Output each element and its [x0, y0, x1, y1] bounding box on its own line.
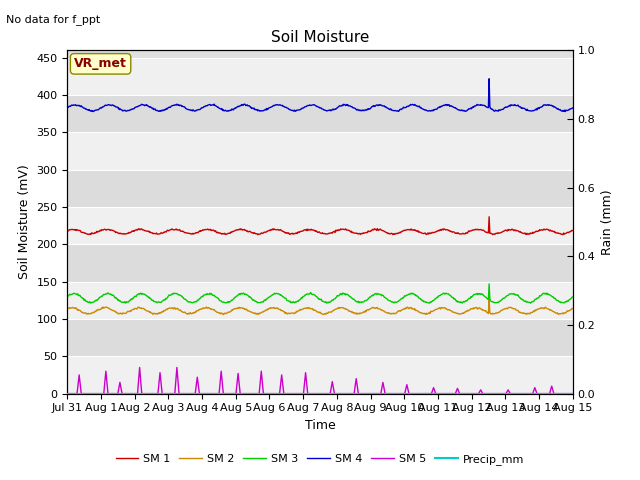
Line: SM 1: SM 1 — [67, 217, 573, 235]
X-axis label: Time: Time — [305, 419, 335, 432]
SM 3 — [63, 294, 71, 300]
Precip_mm — [569, 391, 577, 396]
SM 1 — [203, 227, 211, 233]
Line: SM 5: SM 5 — [67, 368, 573, 394]
SM 2 — [203, 304, 211, 310]
SM 4 — [125, 108, 132, 113]
Text: No data for f_ppt: No data for f_ppt — [6, 14, 100, 25]
SM 4 — [203, 103, 211, 108]
SM 5 — [569, 391, 577, 396]
Precip_mm — [63, 391, 71, 396]
SM 4 — [72, 103, 80, 108]
Bar — [67, 244, 573, 282]
SM 4 — [485, 76, 493, 82]
SM 1 — [397, 230, 404, 236]
Bar — [67, 132, 573, 170]
SM 5 — [204, 391, 211, 396]
Precip_mm — [72, 391, 80, 396]
SM 3 — [485, 281, 493, 287]
SM 1 — [254, 232, 262, 238]
SM 1 — [125, 230, 132, 236]
SM 2 — [569, 306, 577, 312]
Line: SM 4: SM 4 — [67, 79, 573, 111]
SM 5 — [63, 391, 71, 396]
Precip_mm — [203, 391, 211, 396]
SM 3 — [426, 300, 433, 306]
SM 1 — [63, 228, 71, 233]
SM 3 — [396, 298, 404, 303]
Line: SM 3: SM 3 — [67, 284, 573, 303]
SM 1 — [382, 229, 390, 235]
SM 2 — [176, 307, 184, 313]
Legend: SM 1, SM 2, SM 3, SM 4, SM 5, Precip_mm: SM 1, SM 2, SM 3, SM 4, SM 5, Precip_mm — [111, 450, 529, 469]
Bar — [67, 207, 573, 244]
Precip_mm — [381, 391, 389, 396]
Bar — [67, 58, 573, 95]
Bar — [67, 319, 573, 356]
SM 4 — [569, 105, 577, 111]
SM 3 — [569, 294, 577, 300]
SM 5 — [72, 391, 80, 396]
SM 5 — [125, 391, 132, 396]
SM 5 — [382, 391, 390, 396]
SM 5 — [397, 391, 404, 396]
Title: Soil Moisture: Soil Moisture — [271, 30, 369, 45]
Bar — [67, 282, 573, 319]
SM 2 — [125, 308, 132, 314]
SM 4 — [381, 104, 389, 110]
SM 2 — [397, 308, 404, 314]
SM 4 — [396, 107, 404, 112]
Y-axis label: Soil Moisture (mV): Soil Moisture (mV) — [18, 165, 31, 279]
Precip_mm — [396, 391, 404, 396]
Line: SM 2: SM 2 — [67, 299, 573, 314]
Bar — [67, 356, 573, 394]
SM 3 — [203, 292, 211, 298]
Bar — [67, 170, 573, 207]
Precip_mm — [125, 391, 132, 396]
Y-axis label: Rain (mm): Rain (mm) — [601, 189, 614, 255]
SM 2 — [63, 305, 71, 311]
SM 3 — [125, 299, 132, 305]
SM 1 — [485, 214, 493, 220]
SM 4 — [561, 108, 569, 114]
SM 1 — [176, 227, 184, 232]
SM 2 — [382, 309, 390, 315]
SM 2 — [220, 312, 227, 317]
Bar — [67, 95, 573, 132]
SM 2 — [72, 305, 80, 311]
SM 5 — [136, 365, 143, 371]
SM 4 — [63, 105, 71, 110]
SM 3 — [72, 291, 80, 297]
SM 4 — [176, 103, 184, 108]
SM 1 — [569, 228, 577, 233]
SM 1 — [72, 228, 80, 233]
Text: VR_met: VR_met — [74, 57, 127, 71]
SM 3 — [381, 295, 389, 300]
Precip_mm — [176, 391, 184, 396]
SM 3 — [176, 292, 184, 298]
SM 5 — [177, 391, 184, 396]
SM 2 — [485, 296, 493, 302]
